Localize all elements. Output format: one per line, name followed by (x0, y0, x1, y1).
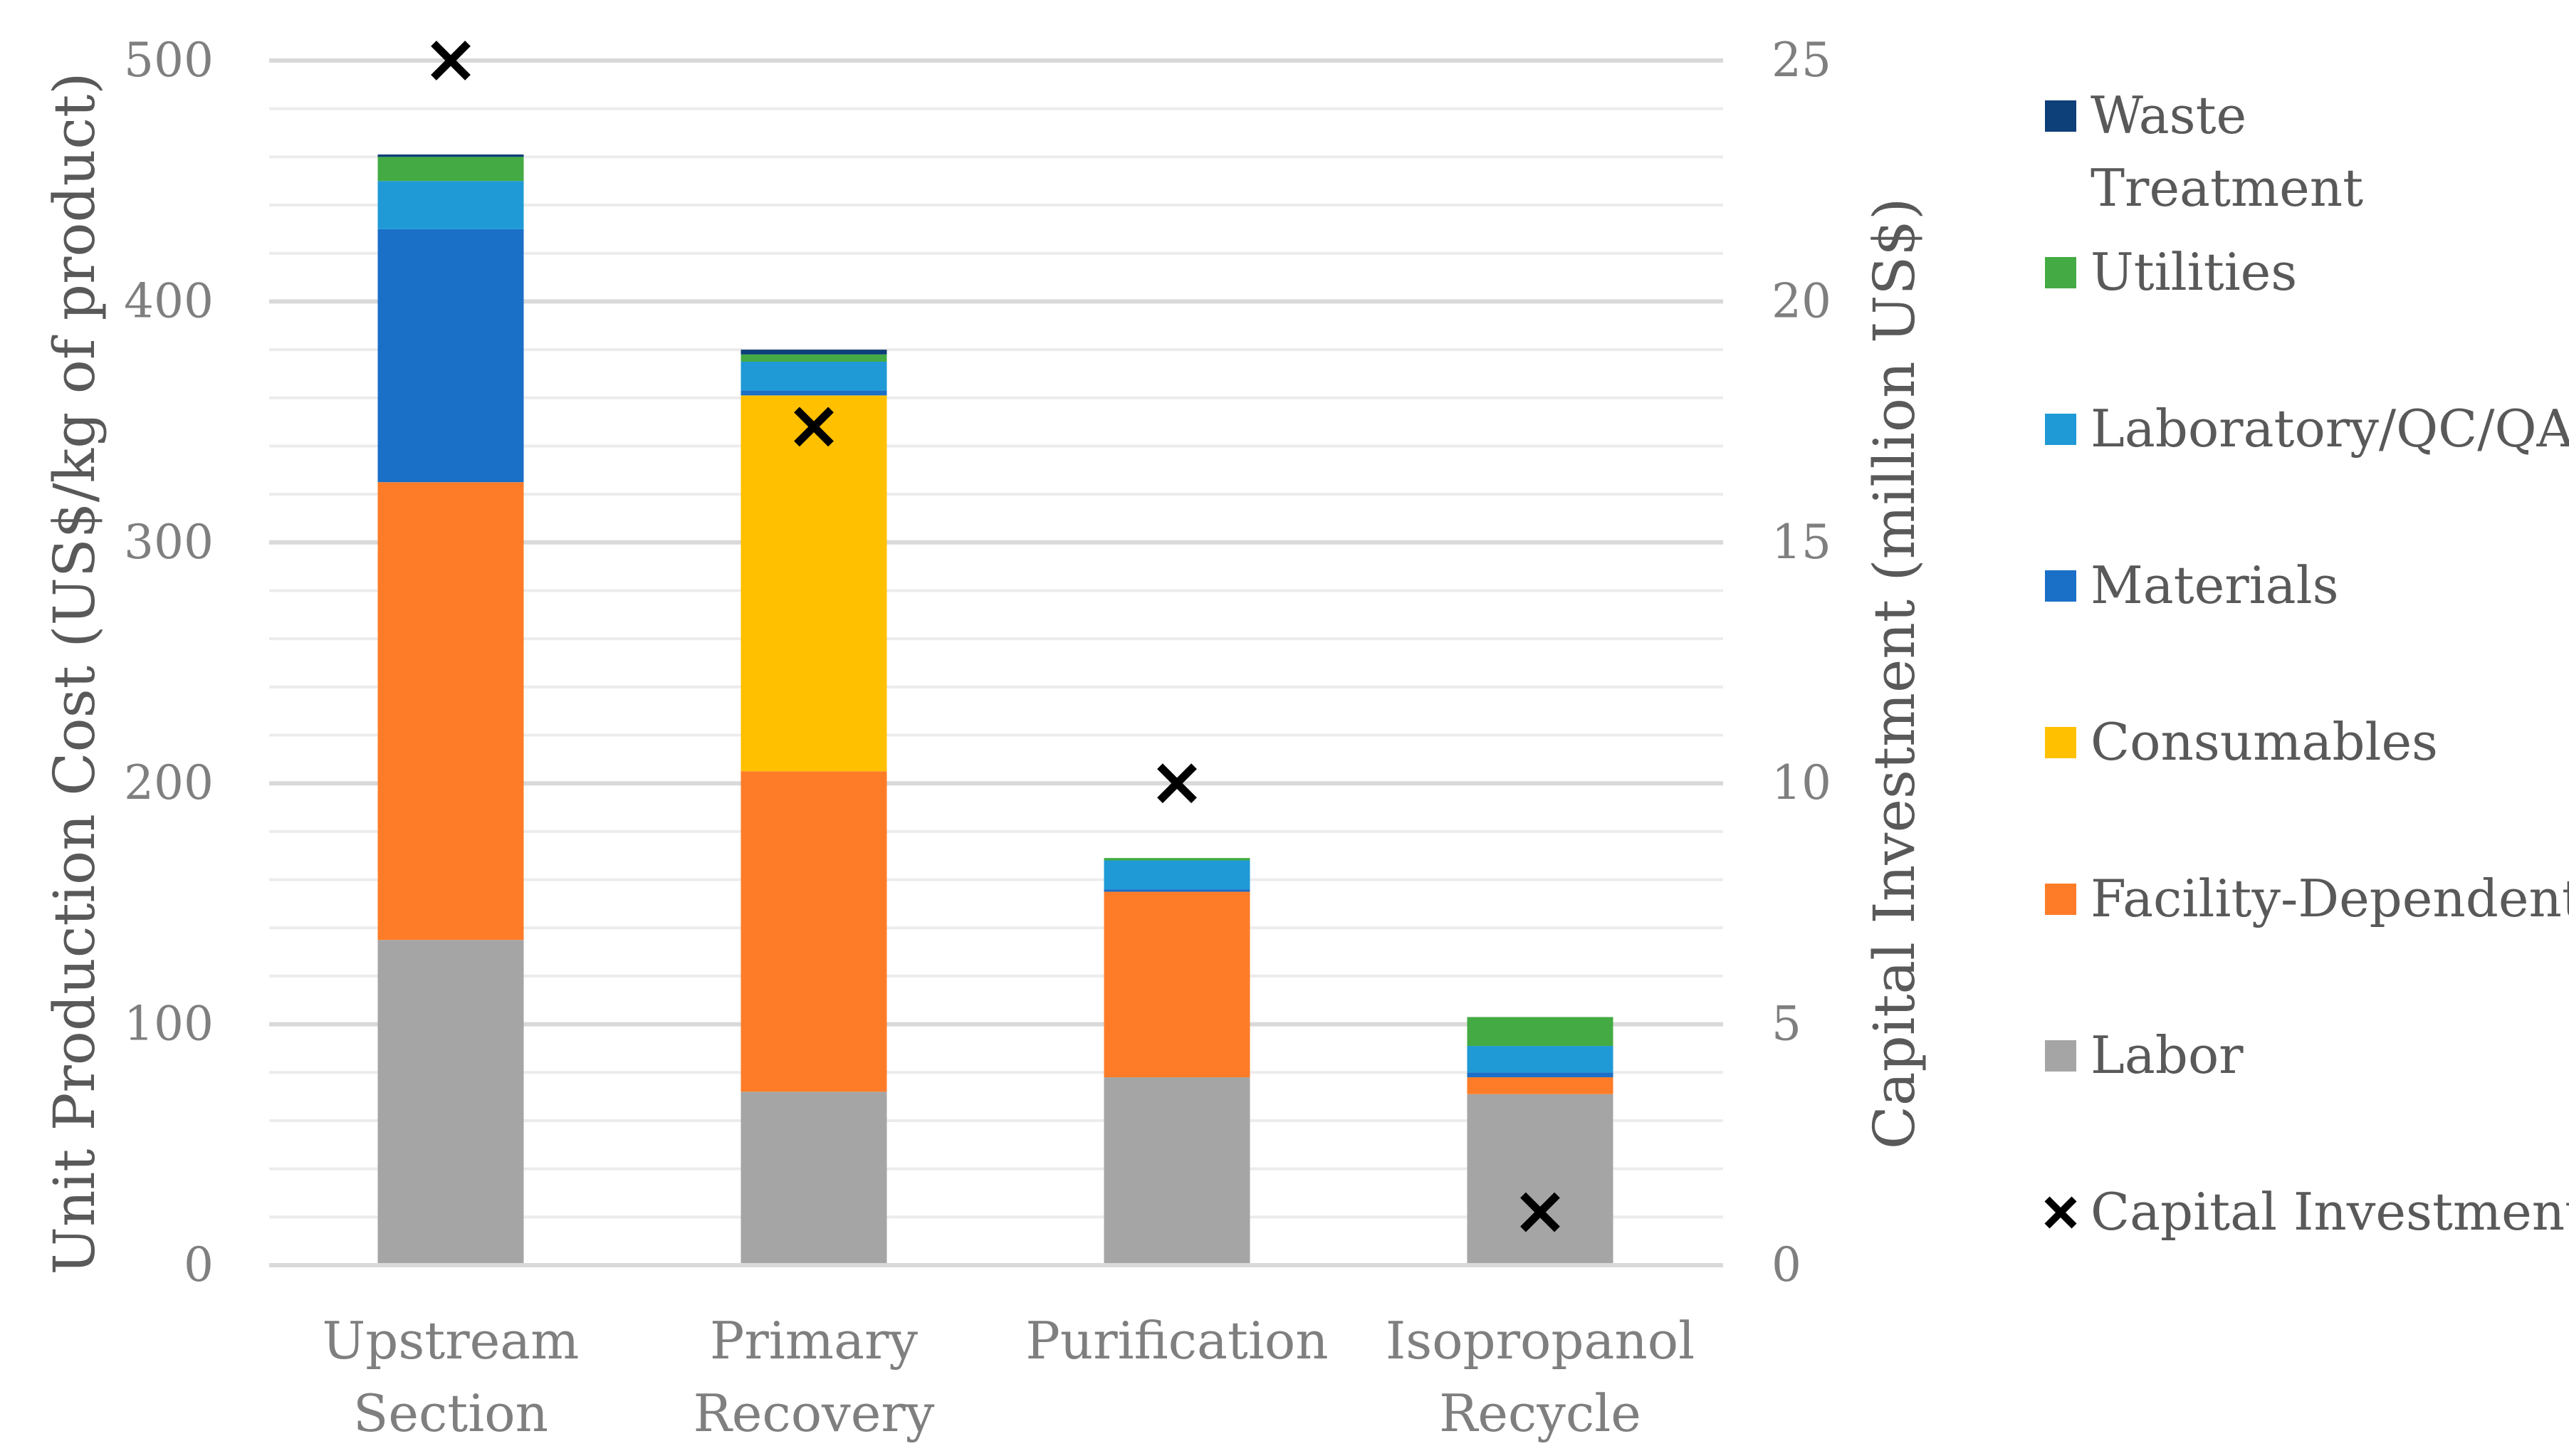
x-category-label: Primary (710, 1311, 919, 1371)
bar-segment-utilities (1104, 858, 1250, 861)
x-category-label: Purification (1025, 1311, 1328, 1371)
x-category-label: Recycle (1439, 1383, 1641, 1443)
bar-segment-utilities (377, 157, 524, 182)
legend-swatch (2045, 570, 2076, 602)
legend-label: Waste (2091, 85, 2246, 145)
legend-label: Materials (2091, 555, 2339, 615)
y2-tick-label: 5 (1772, 997, 1801, 1052)
legend-label: Laboratory/QC/QA (2091, 399, 2569, 459)
y-tick-label: 200 (124, 755, 214, 810)
legend-swatch (2045, 414, 2076, 445)
bar-segment-laboratory-qc-qa (377, 181, 524, 229)
bar-segment-facility-dependent (1104, 891, 1250, 1078)
y2-axis-title: Capital Investment (million US$) (1861, 198, 1927, 1150)
legend-label: Capital Investment (2091, 1182, 2569, 1242)
bar-segment-laboratory-qc-qa (741, 362, 887, 391)
y-tick-label: 400 (124, 273, 214, 328)
legend-swatch (2045, 884, 2076, 915)
y2-tick-label: 10 (1772, 755, 1831, 810)
bar-segment-materials (377, 229, 524, 483)
legend-label: Consumables (2091, 712, 2438, 772)
x-category-label: Isopropanol (1386, 1311, 1695, 1371)
y2-tick-label: 0 (1772, 1237, 1801, 1292)
legend-marker (2044, 1196, 2077, 1229)
marker-stroke (1157, 763, 1197, 804)
x-category-label: Recovery (694, 1383, 935, 1443)
x-category-label: Section (353, 1383, 548, 1443)
bar-segment-materials (1104, 889, 1250, 892)
legend-item: Materials (2045, 555, 2339, 615)
capital-investment-marker (431, 41, 471, 80)
bar-segment-consumables (741, 395, 887, 772)
bar-segment-labor (377, 940, 524, 1265)
bar-segment-waste-treatment (377, 154, 524, 157)
y-axis-title: Unit Production Cost (US$/kg of product) (41, 73, 108, 1275)
legend-item: Laboratory/QC/QA (2045, 399, 2569, 459)
legend-swatch (2045, 100, 2076, 132)
y-tick-label: 100 (124, 997, 214, 1052)
legend-swatch (2045, 1040, 2076, 1072)
capital-investment-marker (794, 407, 834, 447)
legend-item: Waste Treatment (2045, 85, 2363, 218)
marker-stroke (431, 41, 471, 80)
axes: 0 100 200 300 400 500 0 5 10 15 20 25 Upstream Sectio… (41, 33, 1927, 1443)
bar-segment-utilities (1467, 1017, 1613, 1047)
bar-segment-labor (1104, 1077, 1250, 1265)
legend-item: Capital Investment (2044, 1182, 2569, 1242)
capital-investment-markers (431, 41, 1560, 1232)
legend-item: Labor (2045, 1025, 2244, 1085)
bar-segment-utilities (741, 354, 887, 362)
y2-tick-label: 20 (1772, 273, 1831, 328)
legend-item: Facility-Dependent (2045, 869, 2569, 928)
capital-investment-marker (1157, 763, 1197, 804)
bar-segment-labor (741, 1091, 887, 1265)
bar-segment-materials (1467, 1072, 1613, 1078)
bar-segment-facility-dependent (1467, 1077, 1613, 1094)
x-category-label: Upstream (323, 1311, 580, 1371)
marker-stroke (794, 407, 834, 447)
legend-swatch (2045, 257, 2076, 288)
legend-item: Consumables (2045, 712, 2438, 772)
bar-segment-laboratory-qc-qa (1104, 860, 1250, 890)
y2-tick-label: 15 (1772, 515, 1831, 570)
y2-tick-label: 25 (1772, 33, 1831, 88)
bars (377, 154, 1613, 1265)
capital-investment-marker (1520, 1192, 1560, 1232)
bar-segment-waste-treatment (741, 350, 887, 355)
legend-label: Utilities (2091, 242, 2297, 302)
legend-item: Utilities (2045, 242, 2297, 302)
bar-segment-facility-dependent (741, 771, 887, 1092)
y-tick-label: 0 (184, 1237, 214, 1292)
legend: Waste Treatment Utilities Laboratory/QC/QA M… (2044, 85, 2569, 1242)
bar-segment-facility-dependent (377, 482, 524, 941)
legend-label: Labor (2091, 1025, 2244, 1085)
marker-stroke (1520, 1192, 1560, 1232)
legend-label: Facility-Dependent (2091, 869, 2569, 928)
bar-segment-laboratory-qc-qa (1467, 1046, 1613, 1073)
y-tick-label: 300 (124, 515, 214, 570)
bar-segment-labor (1467, 1094, 1613, 1265)
bar-segment-materials (741, 390, 887, 396)
legend-swatch (2045, 727, 2076, 758)
y-tick-label: 500 (124, 33, 214, 88)
legend-label: Treatment (2091, 158, 2363, 218)
